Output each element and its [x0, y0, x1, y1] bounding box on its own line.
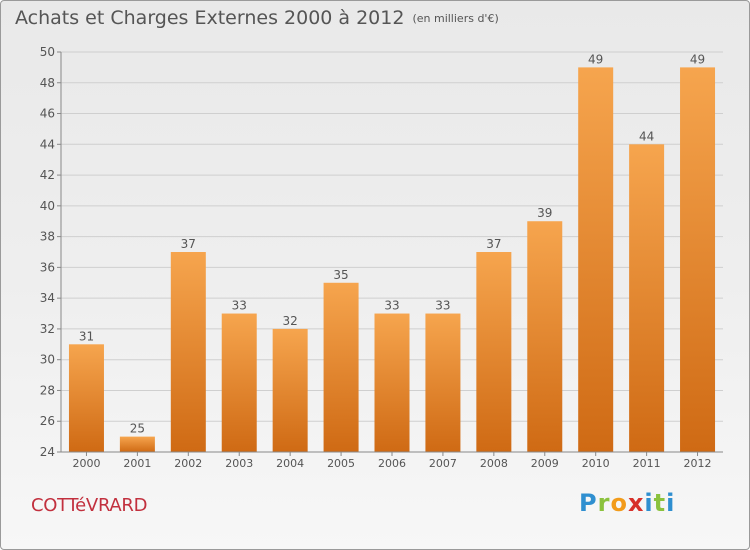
y-tick-label: 32: [40, 322, 55, 336]
bar-2009: [527, 221, 563, 452]
y-tick-label: 44: [40, 137, 55, 151]
bar-2008: [476, 252, 512, 452]
bars: [68, 67, 716, 453]
data-label: 37: [486, 237, 501, 251]
data-label: 49: [588, 52, 603, 66]
data-label: 33: [232, 299, 247, 313]
x-tick-label: 2009: [531, 457, 559, 470]
bar-2010: [578, 67, 614, 452]
proxiti-logo: Proxiti: [579, 489, 676, 517]
data-label: 44: [639, 129, 654, 143]
x-tick-label: 2002: [174, 457, 202, 470]
x-tick-label: 2010: [582, 457, 610, 470]
y-tick-label: 42: [40, 168, 55, 182]
y-tick-label: 24: [40, 445, 55, 459]
x-tick-label: 2005: [327, 457, 355, 470]
bar-2003: [221, 313, 257, 452]
x-tick-label: 2008: [480, 457, 508, 470]
x-tick-label: 2004: [276, 457, 304, 470]
y-tick-label: 36: [40, 260, 55, 274]
data-label: 25: [130, 422, 145, 436]
y-tick-label: 34: [40, 291, 55, 305]
x-tick-label: 2012: [684, 457, 712, 470]
y-tick-label: 50: [40, 45, 55, 59]
data-label: 33: [384, 299, 399, 313]
bar-2006: [374, 313, 410, 452]
chart-title-text: Achats et Charges Externes 2000 à 2012: [15, 7, 405, 29]
data-label: 49: [690, 52, 705, 66]
y-tick-label: 40: [40, 199, 55, 213]
bar-2007: [425, 313, 461, 452]
x-tick-label: 2011: [633, 457, 661, 470]
bar-2001: [119, 436, 155, 452]
y-tick-label: 46: [40, 107, 55, 121]
bar-2011: [629, 144, 665, 453]
y-tick-label: 30: [40, 353, 55, 367]
commune-name: COTTéVRARD: [31, 495, 148, 516]
x-tick-label: 2003: [225, 457, 253, 470]
x-tick-label: 2001: [123, 457, 151, 470]
y-tick-label: 28: [40, 383, 55, 397]
chart-title: Achats et Charges Externes 2000 à 2012 (e…: [15, 7, 499, 29]
y-tick-label: 26: [40, 414, 55, 428]
data-label: 37: [181, 237, 196, 251]
axes: [57, 51, 723, 456]
labels: 24 26 28 30 32 34 36 38 40 42 44 46 48 50 31 2000 25 2001…: [40, 45, 712, 470]
data-label: 33: [435, 299, 450, 313]
x-tick-label: 2007: [429, 457, 457, 470]
bar-2002: [170, 252, 206, 452]
bar-2005: [323, 282, 359, 452]
y-tick-label: 48: [40, 76, 55, 90]
chart-unit-note: (en milliers d'€): [412, 12, 499, 25]
data-label: 32: [283, 314, 298, 328]
bar-2000: [68, 344, 104, 452]
bar-2012: [680, 67, 716, 452]
bar-2004: [272, 328, 308, 452]
y-tick-label: 38: [40, 230, 55, 244]
data-label: 39: [537, 206, 552, 220]
x-tick-label: 2000: [72, 457, 100, 470]
data-label: 31: [79, 329, 94, 343]
x-tick-label: 2006: [378, 457, 406, 470]
data-label: 35: [333, 268, 348, 282]
